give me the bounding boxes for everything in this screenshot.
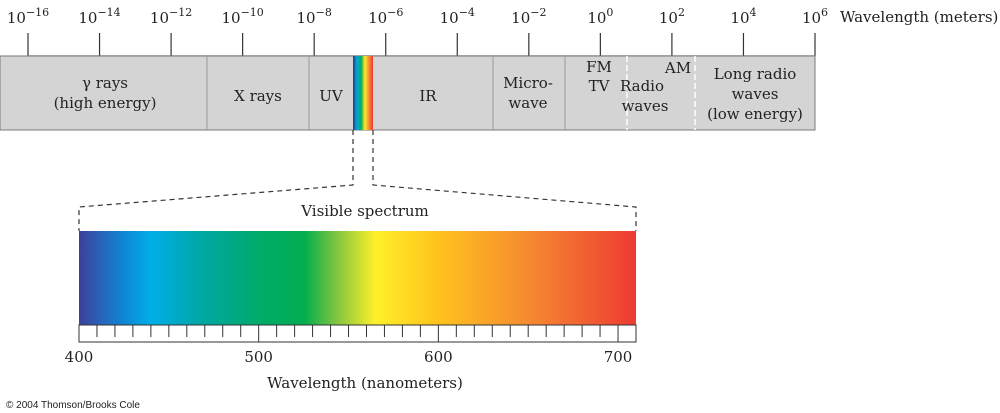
microwave-label-line1: Micro- bbox=[503, 74, 553, 92]
longradio-label-line3: (low energy) bbox=[707, 105, 803, 123]
zoom-connector bbox=[78, 130, 637, 231]
top-scale: 10−16 10−14 10−12 10−10 10−8 10−6 10−4 10−2 100 1… bbox=[7, 6, 998, 57]
visible-spectrum-title: Visible spectrum bbox=[300, 202, 429, 220]
fm-label: FM bbox=[586, 58, 612, 76]
top-ticks bbox=[27, 33, 816, 56]
top-tick-label: 10−4 bbox=[440, 6, 475, 27]
copyright-notice: © 2004 Thomson/Brooks Cole bbox=[6, 400, 140, 411]
band-bar-background bbox=[0, 55, 816, 131]
top-tick-label: 10−2 bbox=[511, 6, 546, 27]
visible-tick-label: 400 bbox=[65, 348, 94, 366]
top-tick-label: 102 bbox=[659, 6, 685, 27]
radio-label-line2: waves bbox=[622, 97, 669, 115]
uv-label: UV bbox=[319, 87, 344, 105]
longradio-label-line2: waves bbox=[732, 85, 779, 103]
top-tick-label: 10−6 bbox=[368, 6, 403, 27]
longradio-label-line1: Long radio bbox=[714, 65, 797, 83]
ir-label: IR bbox=[419, 87, 437, 105]
visible-tick-label: 500 bbox=[244, 348, 273, 366]
visible-spectrum-bar bbox=[79, 231, 636, 325]
tv-label: TV bbox=[589, 77, 611, 95]
xrays-label: X rays bbox=[234, 87, 282, 105]
top-axis-unit-label: Wavelength (meters) bbox=[840, 8, 998, 26]
mini-visible-band bbox=[353, 56, 373, 130]
top-tick-label: 10−16 bbox=[7, 6, 49, 27]
visible-tick-label: 700 bbox=[604, 348, 633, 366]
visible-scale-tick-labels: 400 500 600 700 bbox=[65, 348, 633, 366]
top-tick-label: 10−10 bbox=[221, 6, 263, 27]
visible-tick-label: 600 bbox=[424, 348, 453, 366]
top-tick-label: 100 bbox=[587, 6, 613, 27]
visible-scale-frame bbox=[78, 324, 637, 343]
am-label: AM bbox=[664, 59, 691, 77]
top-tick-label: 10−12 bbox=[150, 6, 192, 27]
gamma-label-line1: γ rays bbox=[82, 74, 128, 92]
spectrum-bar: γ rays (high energy) X rays UV IR Micro-… bbox=[0, 55, 816, 131]
top-tick-label: 10−8 bbox=[297, 6, 332, 27]
top-tick-labels: 10−16 10−14 10−12 10−10 10−8 10−6 10−4 10−2 100 1… bbox=[7, 6, 828, 27]
zoom-connector-right bbox=[372, 130, 637, 231]
top-tick-label: 10−14 bbox=[78, 6, 120, 27]
microwave-label-line2: wave bbox=[508, 94, 547, 112]
zoom-connector-left bbox=[78, 130, 354, 231]
visible-scale-ticks bbox=[78, 325, 637, 342]
visible-axis-label: Wavelength (nanometers) bbox=[267, 374, 463, 392]
radio-label-line1: Radio bbox=[620, 77, 664, 95]
top-tick-label: 104 bbox=[730, 6, 756, 27]
top-tick-label: 106 bbox=[802, 6, 828, 27]
gamma-label-line2: (high energy) bbox=[54, 94, 157, 112]
